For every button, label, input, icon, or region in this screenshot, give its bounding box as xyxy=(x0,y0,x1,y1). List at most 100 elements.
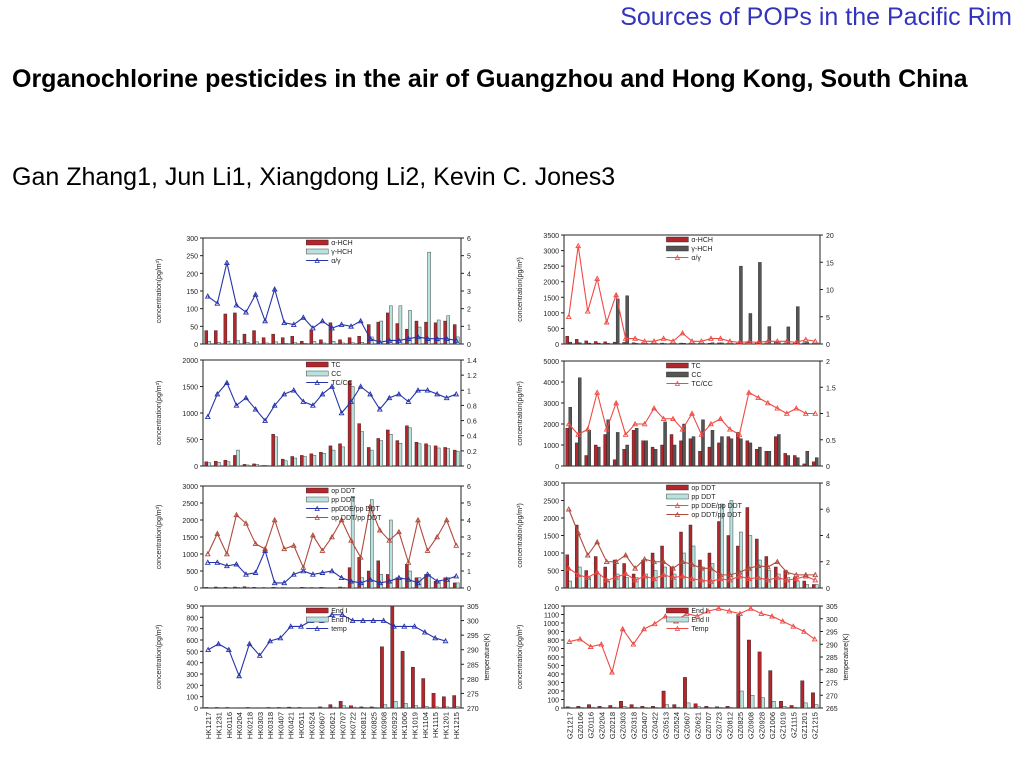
y-tick-label: 900 xyxy=(547,630,559,637)
point-α/γ xyxy=(281,319,288,326)
point-op DDT/pp DDT xyxy=(243,520,249,526)
x-tick-label: GZ1115 xyxy=(789,712,798,738)
bar-γ-HCH xyxy=(615,298,620,345)
point-α/γ xyxy=(594,275,601,281)
point-ppDDE/pp DDT xyxy=(271,579,278,586)
legend-label-γ-HCH: γ-HCH xyxy=(331,249,352,256)
point-op DDT/pp DDT xyxy=(214,530,221,536)
point-α/γ xyxy=(575,242,582,249)
y2-tick-label: 275 xyxy=(826,681,838,688)
bar-γ-HCH xyxy=(625,295,629,345)
bar-γ-HCH xyxy=(312,341,317,345)
x-tick-label: GZ1019 xyxy=(779,712,788,739)
point-op DDT/pp DDT xyxy=(793,571,800,578)
bar-TC xyxy=(328,445,333,467)
point-α/γ xyxy=(243,309,249,315)
point-Temp xyxy=(683,610,690,616)
point-Temp xyxy=(737,610,743,616)
point-op DDT/pp DDT xyxy=(802,571,809,578)
bar-TC xyxy=(631,430,636,467)
bar-End II xyxy=(761,697,765,709)
bar-α-HCH xyxy=(802,342,806,345)
y-tick-label: 2500 xyxy=(543,499,559,506)
point-op DDT/pp DDT xyxy=(641,555,648,562)
bar-End II xyxy=(814,704,819,709)
bar-pp DDT xyxy=(217,587,221,589)
point-Temp xyxy=(651,620,658,627)
legend-label-Temp: Temp xyxy=(691,626,708,633)
bar-TC xyxy=(584,455,588,467)
point-op DDT/pp DDT xyxy=(689,561,695,567)
y-tick-label: 1500 xyxy=(182,385,198,392)
point-α/γ xyxy=(434,335,441,341)
point-TC/CC xyxy=(309,402,316,408)
bar-TC xyxy=(309,453,314,467)
point-α/γ xyxy=(802,336,809,342)
point-ppDDE/pp DDT xyxy=(233,561,240,567)
point-temp xyxy=(401,623,408,629)
y2-tick-label: 300 xyxy=(467,619,479,626)
x-tick-label: HK1217 xyxy=(204,712,213,739)
x-tick-label: HK0511 xyxy=(297,712,306,739)
bar-End I xyxy=(400,651,405,709)
chart-hk-ddt: 0 500 1000 1500 2000 2500 3000 0 1 2 3 4 5 6 concentra… xyxy=(156,484,471,593)
bar-TC xyxy=(414,441,419,467)
legend-label-temp: temp xyxy=(331,626,347,633)
legend-label-α-HCH: α-HCH xyxy=(331,240,353,247)
y2-tick-label: 6 xyxy=(467,236,471,243)
y2-tick-label: 300 xyxy=(826,617,838,624)
x-tick-label: GZ0303 xyxy=(619,712,628,739)
bar-CC xyxy=(691,436,696,467)
bar-TC xyxy=(242,464,247,467)
y-axis-label: concentration(pg/m³) xyxy=(156,505,163,570)
point-TC/CC xyxy=(319,390,326,397)
bar-TC xyxy=(755,449,759,467)
y-tick-label: 3500 xyxy=(543,233,559,240)
point-α/γ xyxy=(632,335,639,341)
y-tick-label: 3000 xyxy=(543,249,559,256)
bar-op DDT xyxy=(650,552,655,589)
bar-End II xyxy=(414,705,419,709)
bar-pp DDT xyxy=(389,519,393,589)
y2-tick-label: 1.2 xyxy=(467,373,477,380)
bar-TC xyxy=(319,452,323,467)
point-TC/CC xyxy=(698,431,705,437)
x-tick-label: GZ0524 xyxy=(672,712,681,739)
y-axis-label: concentration(pg/m³) xyxy=(517,625,524,690)
point-α/γ xyxy=(319,317,326,324)
point-op DDT/pp DDT xyxy=(434,533,441,540)
authors: Gan Zhang1, Jun Li1, Xiangdong Li2, Kevi… xyxy=(12,163,616,191)
bar-γ-HCH xyxy=(408,310,412,345)
point-Temp xyxy=(630,641,637,647)
bar-CC xyxy=(672,444,677,467)
bar-op DDT xyxy=(736,545,740,589)
y-tick-label: 5000 xyxy=(543,359,559,366)
legend-swatch-CC xyxy=(666,371,689,378)
bar-op DDT xyxy=(300,587,304,589)
bar-α-HCH xyxy=(622,342,626,345)
bar-CC xyxy=(720,436,724,467)
point-Temp xyxy=(801,628,807,634)
bar-CC xyxy=(350,386,355,467)
legend-label-pp DDT: pp DDT xyxy=(331,497,356,504)
y-tick-label: 3000 xyxy=(543,481,559,488)
x-tick-label: GZ0607 xyxy=(683,712,692,739)
bar-α-HCH xyxy=(574,339,579,345)
line-α/γ xyxy=(207,262,457,343)
point-TC/CC xyxy=(764,399,771,406)
y2-tick-label: 20 xyxy=(826,233,834,240)
bar-α-HCH xyxy=(717,342,721,345)
point-α/γ xyxy=(660,335,667,341)
bar-γ-HCH xyxy=(236,340,240,345)
bar-α-HCH xyxy=(612,341,617,345)
bar-End I xyxy=(225,707,230,709)
bar-γ-HCH xyxy=(587,342,591,345)
bar-End I xyxy=(789,705,794,709)
point-op DDT/pp DDT xyxy=(405,559,412,565)
point-Temp xyxy=(779,618,786,624)
y2-tick-label: 0 xyxy=(826,586,830,593)
bar-α-HCH xyxy=(233,312,237,345)
bar-CC xyxy=(226,461,231,467)
point-TC/CC xyxy=(812,410,819,416)
